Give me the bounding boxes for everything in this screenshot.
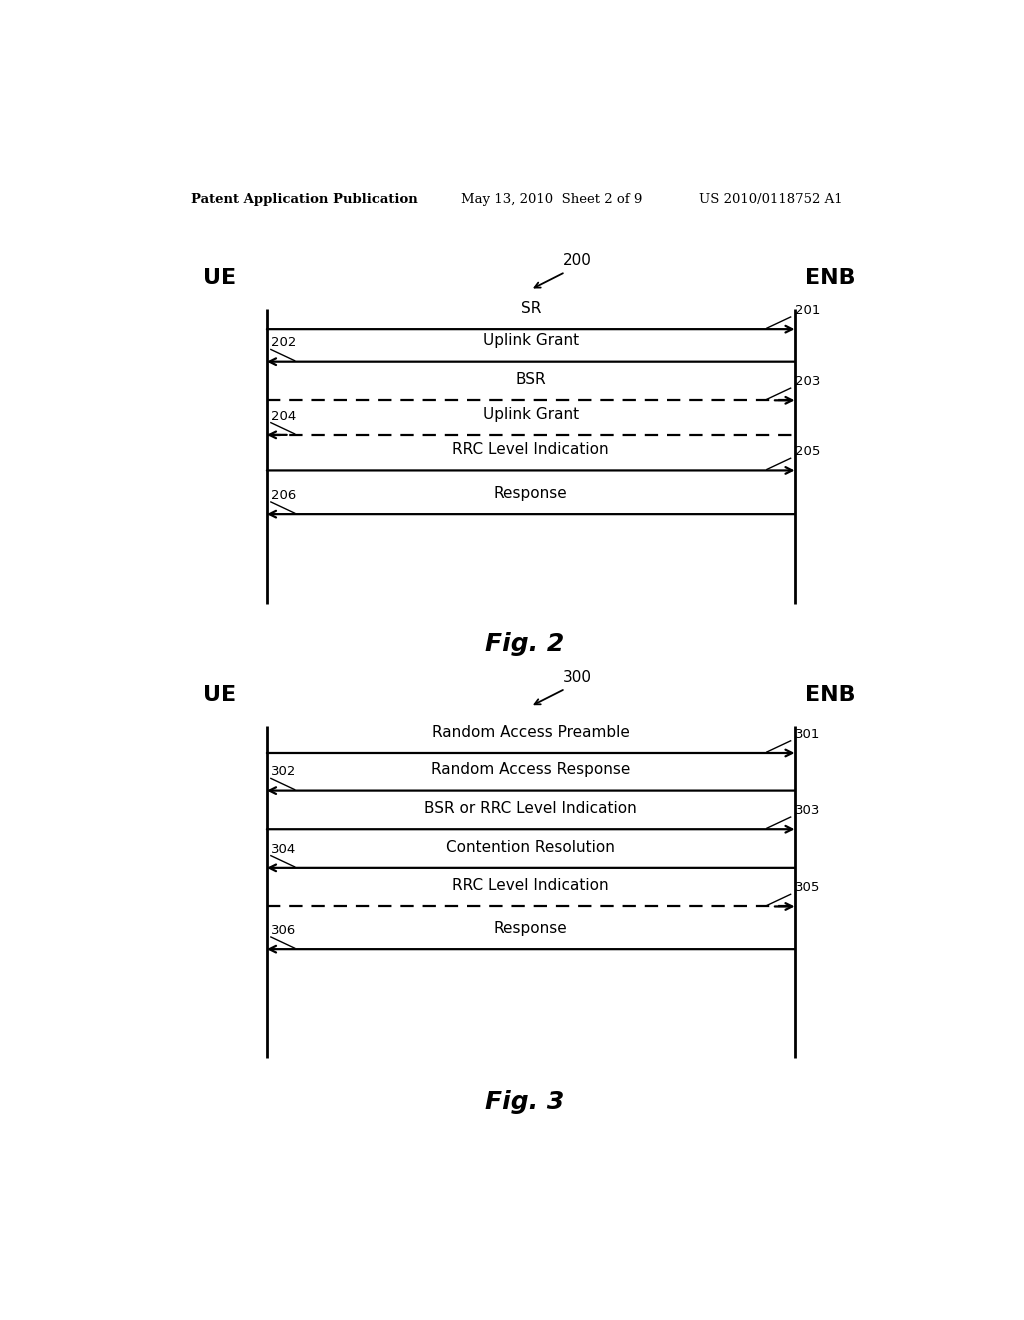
Text: UE: UE (203, 685, 236, 705)
Text: ENB: ENB (805, 685, 856, 705)
Text: ENB: ENB (805, 268, 856, 289)
Text: 302: 302 (270, 766, 296, 779)
Text: US 2010/0118752 A1: US 2010/0118752 A1 (699, 193, 843, 206)
Text: 202: 202 (270, 337, 296, 350)
Text: 206: 206 (270, 488, 296, 502)
Text: 203: 203 (795, 375, 820, 388)
Text: Patent Application Publication: Patent Application Publication (191, 193, 418, 206)
Text: Fig. 2: Fig. 2 (485, 632, 564, 656)
Text: May 13, 2010  Sheet 2 of 9: May 13, 2010 Sheet 2 of 9 (461, 193, 643, 206)
Text: Response: Response (494, 486, 567, 500)
Text: 204: 204 (270, 409, 296, 422)
Text: SR: SR (520, 301, 541, 315)
Text: Contention Resolution: Contention Resolution (446, 840, 615, 854)
Text: Response: Response (494, 921, 567, 936)
Text: 304: 304 (270, 842, 296, 855)
Text: Random Access Preamble: Random Access Preamble (432, 725, 630, 739)
Text: 205: 205 (795, 445, 820, 458)
Text: Uplink Grant: Uplink Grant (482, 334, 579, 348)
Text: 306: 306 (270, 924, 296, 937)
Text: BSR or RRC Level Indication: BSR or RRC Level Indication (424, 801, 637, 816)
Text: 300: 300 (563, 669, 592, 685)
Text: 200: 200 (563, 253, 592, 268)
Text: Fig. 3: Fig. 3 (485, 1089, 564, 1114)
Text: 301: 301 (795, 727, 820, 741)
Text: Uplink Grant: Uplink Grant (482, 407, 579, 421)
Text: RRC Level Indication: RRC Level Indication (453, 878, 609, 894)
Text: BSR: BSR (515, 372, 546, 387)
Text: 201: 201 (795, 304, 820, 317)
Text: RRC Level Indication: RRC Level Indication (453, 442, 609, 457)
Text: 303: 303 (795, 804, 820, 817)
Text: Random Access Response: Random Access Response (431, 763, 631, 777)
Text: UE: UE (203, 268, 236, 289)
Text: 305: 305 (795, 882, 820, 894)
